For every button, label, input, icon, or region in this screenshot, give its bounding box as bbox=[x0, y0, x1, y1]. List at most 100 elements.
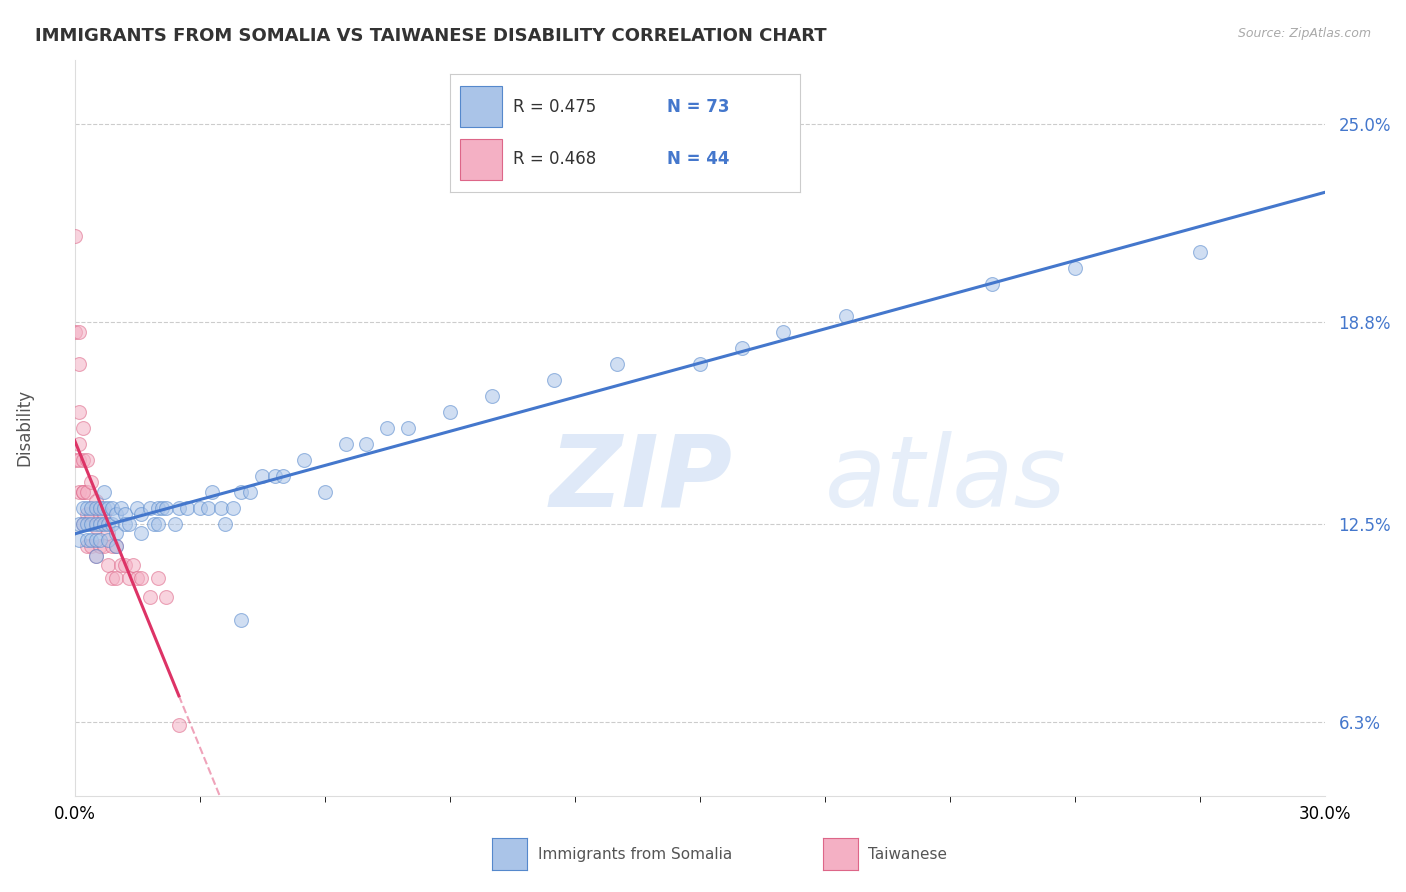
Point bbox=[114, 516, 136, 531]
Text: Source: ZipAtlas.com: Source: ZipAtlas.com bbox=[1237, 27, 1371, 40]
Point bbox=[980, 277, 1002, 291]
Point bbox=[105, 571, 128, 585]
Point bbox=[72, 516, 94, 531]
Point bbox=[80, 533, 103, 547]
Point bbox=[292, 452, 315, 467]
Point bbox=[97, 516, 120, 531]
Point bbox=[80, 539, 103, 553]
Point bbox=[188, 500, 211, 515]
Point bbox=[271, 468, 294, 483]
Point bbox=[146, 500, 169, 515]
Point bbox=[356, 436, 378, 450]
Point bbox=[335, 436, 357, 450]
Point bbox=[67, 533, 90, 547]
Point bbox=[252, 468, 274, 483]
Point bbox=[84, 500, 107, 515]
Point bbox=[689, 357, 711, 371]
Point bbox=[76, 500, 98, 515]
Point bbox=[146, 571, 169, 585]
Text: IMMIGRANTS FROM SOMALIA VS TAIWANESE DISABILITY CORRELATION CHART: IMMIGRANTS FROM SOMALIA VS TAIWANESE DIS… bbox=[35, 27, 827, 45]
Point bbox=[84, 494, 107, 508]
Point bbox=[167, 718, 190, 732]
Point bbox=[101, 516, 124, 531]
Point bbox=[84, 520, 107, 534]
Point bbox=[84, 533, 107, 547]
Point bbox=[131, 526, 153, 541]
Point bbox=[97, 558, 120, 573]
Point bbox=[89, 539, 111, 553]
Point bbox=[93, 539, 115, 553]
Point bbox=[197, 500, 219, 515]
Text: atlas: atlas bbox=[825, 431, 1067, 528]
Point bbox=[606, 357, 628, 371]
Point bbox=[543, 373, 565, 387]
Point bbox=[80, 507, 103, 521]
Point bbox=[1064, 260, 1087, 275]
Point bbox=[67, 357, 90, 371]
Text: Immigrants from Somalia: Immigrants from Somalia bbox=[538, 847, 733, 862]
Point bbox=[63, 452, 86, 467]
Point bbox=[84, 549, 107, 563]
Point bbox=[67, 484, 90, 499]
Point bbox=[67, 436, 90, 450]
Point bbox=[67, 516, 90, 531]
Point bbox=[84, 516, 107, 531]
Point bbox=[89, 507, 111, 521]
Point bbox=[89, 533, 111, 547]
Point bbox=[97, 533, 120, 547]
Point bbox=[176, 500, 198, 515]
Point bbox=[150, 500, 173, 515]
Point bbox=[138, 500, 160, 515]
Point bbox=[396, 420, 419, 434]
Point bbox=[110, 500, 132, 515]
Point bbox=[80, 500, 103, 515]
Text: Taiwanese: Taiwanese bbox=[868, 847, 946, 862]
Point bbox=[481, 389, 503, 403]
Point bbox=[72, 452, 94, 467]
Point bbox=[231, 484, 253, 499]
Point bbox=[105, 539, 128, 553]
Point bbox=[93, 507, 115, 521]
Point bbox=[138, 591, 160, 605]
Point bbox=[231, 613, 253, 627]
Point bbox=[114, 507, 136, 521]
Point bbox=[114, 558, 136, 573]
Text: ZIP: ZIP bbox=[550, 431, 733, 528]
Point bbox=[131, 571, 153, 585]
Point bbox=[80, 516, 103, 531]
Point bbox=[76, 507, 98, 521]
Point bbox=[105, 526, 128, 541]
Point bbox=[97, 526, 120, 541]
Point bbox=[209, 500, 232, 515]
Point bbox=[122, 558, 145, 573]
Point bbox=[155, 500, 177, 515]
Point bbox=[93, 484, 115, 499]
Point bbox=[163, 516, 186, 531]
Point bbox=[101, 500, 124, 515]
Point bbox=[730, 341, 752, 355]
Point bbox=[76, 533, 98, 547]
Point bbox=[110, 558, 132, 573]
Point bbox=[76, 539, 98, 553]
Point bbox=[155, 591, 177, 605]
Point bbox=[118, 571, 141, 585]
Point bbox=[105, 539, 128, 553]
Point bbox=[101, 539, 124, 553]
Point bbox=[1189, 244, 1212, 259]
Point bbox=[63, 325, 86, 339]
Point bbox=[101, 571, 124, 585]
Point bbox=[67, 452, 90, 467]
Point bbox=[439, 405, 461, 419]
Point bbox=[167, 500, 190, 515]
Point bbox=[239, 484, 262, 499]
Point bbox=[84, 549, 107, 563]
Y-axis label: Disability: Disability bbox=[15, 389, 32, 467]
Point bbox=[67, 405, 90, 419]
Point bbox=[772, 325, 794, 339]
Point bbox=[63, 228, 86, 243]
Point bbox=[375, 420, 398, 434]
Point bbox=[131, 507, 153, 521]
Point bbox=[72, 484, 94, 499]
Point bbox=[314, 484, 336, 499]
Point bbox=[76, 516, 98, 531]
